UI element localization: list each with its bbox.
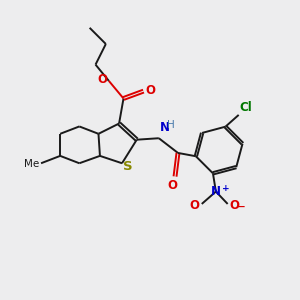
Text: +: +: [222, 184, 230, 193]
Text: S: S: [122, 160, 132, 173]
Text: −: −: [236, 202, 245, 212]
Text: O: O: [230, 199, 239, 212]
Text: O: O: [97, 74, 107, 86]
Text: O: O: [189, 199, 200, 212]
Text: Me: Me: [24, 158, 39, 169]
Text: N: N: [211, 185, 221, 198]
Text: H: H: [167, 120, 175, 130]
Text: N: N: [160, 121, 170, 134]
Text: O: O: [146, 84, 156, 97]
Text: Cl: Cl: [240, 101, 253, 114]
Text: O: O: [168, 179, 178, 192]
